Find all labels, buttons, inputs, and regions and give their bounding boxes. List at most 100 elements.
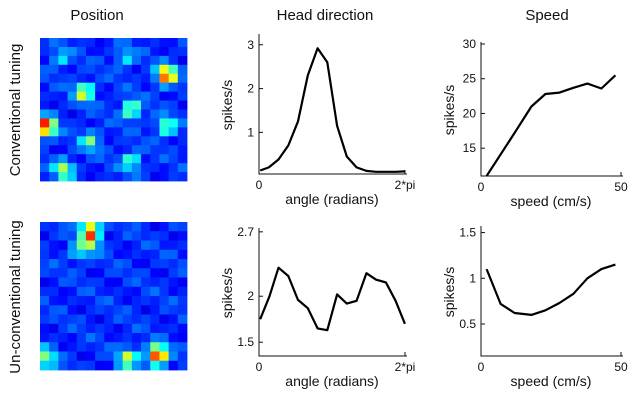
heatmap-cell — [49, 259, 59, 269]
y-tick-label: 20 — [463, 106, 477, 120]
heatmap-cell — [168, 249, 179, 260]
column-title-head-direction: Head direction — [277, 7, 374, 24]
heatmap-cell — [67, 136, 78, 146]
heatmap-cell — [150, 145, 160, 155]
heatmap-cell — [131, 268, 142, 278]
heatmap-cell — [113, 136, 124, 146]
heatmap-cell — [95, 296, 105, 306]
heatmap-cell — [168, 305, 179, 315]
heatmap-cell — [113, 118, 124, 128]
heatmap-cell — [49, 172, 59, 182]
heatmap-cell — [95, 351, 105, 362]
heatmap-cell — [40, 240, 50, 251]
heatmap-cell — [177, 118, 188, 128]
heatmap-cell — [76, 323, 87, 334]
heatmap-cell — [104, 249, 114, 260]
heatmap-cell — [177, 351, 188, 362]
heatmap-cell — [40, 154, 50, 164]
heatmap-cell — [113, 249, 124, 260]
heatmap-cell — [85, 100, 96, 110]
heatmap-cell — [177, 296, 188, 306]
heatmap-cell — [85, 91, 96, 101]
heatmap-cell — [150, 342, 160, 352]
heatmap-cell — [159, 268, 170, 278]
heatmap-cell — [150, 64, 160, 75]
heatmap-cell — [67, 333, 78, 343]
heatmap-cell — [40, 163, 50, 173]
heatmap-cell — [76, 91, 87, 101]
heatmap-cell — [76, 277, 87, 288]
heatmap-cell — [159, 296, 170, 306]
heatmap-cell — [141, 277, 151, 288]
heatmap-cell — [67, 127, 78, 137]
heatmap-cell — [168, 277, 179, 288]
heatmap-cell — [49, 268, 59, 278]
heatmap-cell — [113, 145, 124, 155]
heatmap-cell — [141, 314, 151, 325]
heatmap-cell — [113, 154, 124, 164]
heatmap-cell — [85, 342, 96, 352]
heatmap-cell — [40, 360, 50, 371]
heatmap-cell — [122, 277, 133, 288]
y-tick-label: 2 — [247, 289, 254, 303]
heatmap-cell — [131, 145, 142, 155]
heatmap-cell — [150, 333, 160, 343]
plot-r1c2: 0 50 0.5 1 1.5 speed (cm/s) spikes/s — [441, 226, 628, 389]
heatmap-cell — [159, 249, 170, 260]
heatmap-cell — [168, 136, 179, 146]
heatmap-cell — [58, 82, 68, 93]
heatmap-cell — [104, 259, 114, 269]
heatmap-cell — [159, 109, 170, 119]
heatmap-cell — [95, 38, 105, 48]
heatmap-cell — [168, 268, 179, 278]
heatmap-cell — [113, 38, 124, 48]
heatmap-cell — [131, 277, 142, 288]
heatmap-cell — [131, 360, 142, 371]
heatmap-cell — [104, 342, 114, 352]
heatmap-cell — [122, 296, 133, 306]
heatmap-cell — [49, 296, 59, 306]
heatmap-cell — [150, 154, 160, 164]
heatmap-cell — [40, 100, 50, 110]
heatmap-cell — [49, 286, 59, 297]
heatmap-cell — [95, 64, 105, 75]
heatmap-cell — [49, 163, 59, 173]
x-tick-label: 0 — [256, 360, 263, 374]
heatmap-cell — [85, 154, 96, 164]
heatmap-cell — [122, 154, 133, 164]
heatmap-cell — [177, 277, 188, 288]
heatmap-cell — [131, 351, 142, 362]
heatmap-cell — [104, 222, 114, 232]
heatmap-cell — [113, 82, 124, 93]
heatmap-cell — [58, 118, 68, 128]
heatmap-cell — [58, 163, 68, 173]
heatmap-cell — [49, 109, 59, 119]
heatmap-cell — [58, 277, 68, 288]
heatmap-cell — [150, 305, 160, 315]
heatmap-cell — [131, 259, 142, 269]
heatmap-cell — [49, 314, 59, 325]
heatmap-cell — [58, 38, 68, 48]
heatmap-cell — [159, 351, 170, 362]
heatmap-cell — [104, 351, 114, 362]
x-tick-label: 50 — [614, 180, 628, 194]
heatmap-cell — [104, 296, 114, 306]
heatmap-cell — [177, 91, 188, 101]
heatmap-cell — [113, 100, 124, 110]
heatmap-cell — [85, 222, 96, 232]
heatmap-cell — [104, 55, 114, 66]
heatmap-cell — [159, 73, 170, 84]
heatmap-cell — [76, 259, 87, 269]
heatmap-cell — [76, 118, 87, 128]
heatmap-cell — [104, 145, 114, 155]
heatmap-cell — [58, 296, 68, 306]
y-tick-label: 1 — [247, 125, 254, 139]
heatmap-cell — [76, 286, 87, 297]
heatmap-cell — [177, 286, 188, 297]
heatmap-cell — [122, 172, 133, 182]
heatmap-cell — [159, 127, 170, 137]
heatmap-cell — [113, 109, 124, 119]
heatmap-cell — [85, 145, 96, 155]
heatmap-cell — [76, 351, 87, 362]
heatmap-cell — [67, 46, 78, 57]
